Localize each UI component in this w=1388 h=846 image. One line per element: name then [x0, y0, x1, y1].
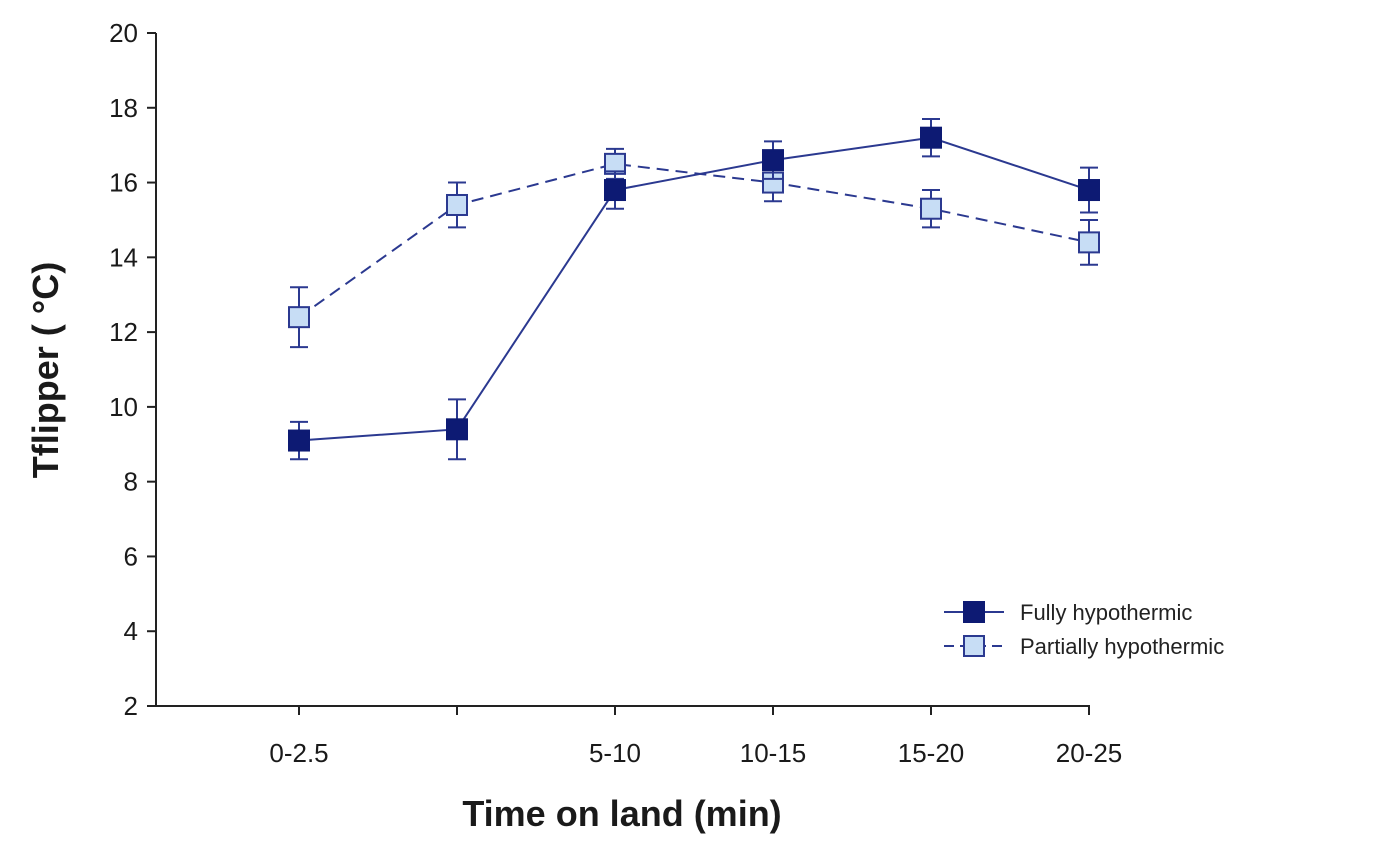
- series-line: [298, 162, 1090, 318]
- x-tick-label: 15-20: [898, 738, 965, 768]
- y-tick-label: 18: [109, 93, 138, 123]
- y-axis-title: Tflipper ( °C): [25, 262, 66, 478]
- legend-marker: [963, 635, 985, 657]
- y-tick-label: 10: [109, 392, 138, 422]
- data-point: [762, 149, 784, 172]
- y-tick-label: 12: [109, 317, 138, 347]
- data-point: [920, 197, 942, 220]
- y-ticks: 2 4 6 8 10 12 14 16 18 20: [109, 18, 156, 721]
- x-tick-label: 0-2.5: [269, 738, 328, 768]
- legend-label: Partially hypothermic: [1020, 634, 1224, 659]
- series-1: [288, 147, 1100, 349]
- data-point: [446, 418, 468, 441]
- axes: [155, 33, 1090, 707]
- y-tick-label: 20: [109, 18, 138, 48]
- y-tick-label: 2: [124, 691, 138, 721]
- y-tick-label: 14: [109, 242, 138, 272]
- x-tick-label: 5-10: [589, 738, 641, 768]
- data-point: [604, 179, 626, 202]
- y-tick-label: 4: [124, 616, 138, 646]
- series-0: [288, 117, 1100, 461]
- y-tick-label: 8: [124, 467, 138, 497]
- x-axis-title: Time on land (min): [462, 793, 781, 834]
- legend-label: Fully hypothermic: [1020, 600, 1192, 625]
- legend-marker: [963, 601, 985, 623]
- data-point: [920, 126, 942, 149]
- y-tick-label: 6: [124, 541, 138, 571]
- data-point: [1078, 231, 1100, 254]
- data-point: [1078, 179, 1100, 202]
- x-tick-label: 10-15: [740, 738, 807, 768]
- x-ticks: 0-2.5 5-10 10-15 15-20 20-25: [269, 706, 1122, 768]
- y-tick-label: 16: [109, 168, 138, 198]
- series-line: [298, 136, 1090, 442]
- data-point: [288, 429, 310, 452]
- legend: Fully hypothermic Partially hypothermic: [944, 600, 1224, 659]
- data-point: [288, 306, 310, 329]
- x-tick-label: 20-25: [1056, 738, 1123, 768]
- data-point: [446, 193, 468, 216]
- series-layer: [288, 117, 1100, 461]
